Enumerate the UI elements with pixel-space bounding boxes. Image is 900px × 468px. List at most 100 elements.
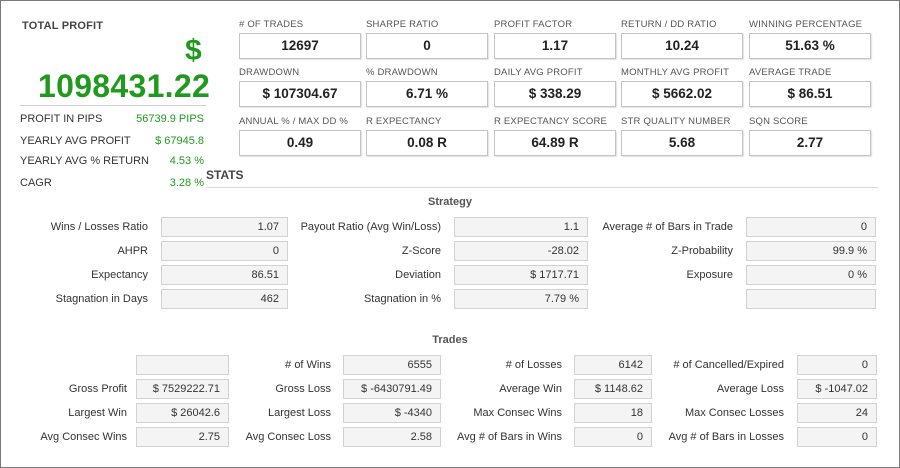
field-value: 0 <box>161 241 288 261</box>
metric-label: SQN SCORE <box>749 116 808 127</box>
metric-label: PROFIT FACTOR <box>494 19 573 30</box>
metric-value: $ 107304.67 <box>239 81 361 107</box>
field-label: Gross Loss <box>275 383 331 395</box>
metric-value: $ 338.29 <box>494 81 616 107</box>
yearly-avg-return-value: 4.53 % <box>169 155 204 167</box>
field-value: 7.79 % <box>454 289 588 309</box>
field-value: $ 26042.6 <box>136 403 229 423</box>
metric-label: STR QUALITY NUMBER <box>621 116 731 127</box>
field-label: Avg Consec Loss <box>245 431 331 443</box>
field-value: 86.51 <box>161 265 288 285</box>
field-label: Deviation <box>395 269 441 281</box>
field-label: Payout Ratio (Avg Win/Loss) <box>300 221 441 233</box>
metric-card: WINNING PERCENTAGE 51.63 % <box>749 19 871 59</box>
yearly-avg-profit-value: $ 67945.8 <box>155 135 204 147</box>
field-value: -28.02 <box>454 241 588 261</box>
field-label: Average Win <box>499 383 562 395</box>
cagr-row: CAGR 3.28 % <box>20 177 206 193</box>
metric-value: 6.71 % <box>366 81 488 107</box>
field-label: Largest Win <box>68 407 127 419</box>
metric-label: MONTHLY AVG PROFIT <box>621 67 730 78</box>
metric-value: 2.77 <box>749 130 871 156</box>
metric-card: RETURN / DD RATIO 10.24 <box>621 19 743 59</box>
field-value: 1.07 <box>161 217 288 237</box>
metric-label: % DRAWDOWN <box>366 67 438 78</box>
metric-value: 0.49 <box>239 130 361 156</box>
field-label: AHPR <box>117 245 148 257</box>
metric-card: # OF TRADES 12697 <box>239 19 361 59</box>
metric-card: SQN SCORE 2.77 <box>749 116 871 156</box>
field-value: 1.1 <box>454 217 588 237</box>
metric-label: AVERAGE TRADE <box>749 67 832 78</box>
metric-label: # OF TRADES <box>239 19 304 30</box>
metric-value: 5.68 <box>621 130 743 156</box>
field-value: 0 <box>746 217 876 237</box>
metric-card: PROFIT FACTOR 1.17 <box>494 19 616 59</box>
field-value: $ 1717.71 <box>454 265 588 285</box>
field-value <box>136 355 229 375</box>
cagr-value: 3.28 % <box>169 177 204 189</box>
field-value: 99.9 % <box>746 241 876 261</box>
metric-value: 0 <box>366 33 488 59</box>
field-value: $ -1047.02 <box>797 379 877 399</box>
field-value: 0 <box>797 427 877 447</box>
yearly-avg-profit-row: YEARLY AVG PROFIT $ 67945.8 <box>20 135 206 151</box>
field-value: 0 <box>574 427 652 447</box>
metric-card: AVERAGE TRADE $ 86.51 <box>749 67 871 107</box>
strategy-section-title: Strategy <box>427 196 473 208</box>
stats-divider <box>206 187 878 188</box>
field-label: Stagnation in Days <box>55 293 148 305</box>
metric-value: 0.08 R <box>366 130 488 156</box>
field-label: # of Wins <box>285 359 331 371</box>
yearly-avg-return-label: YEARLY AVG % RETURN <box>20 155 149 167</box>
field-value: 2.75 <box>136 427 229 447</box>
field-value: 2.58 <box>343 427 441 447</box>
field-value: 24 <box>797 403 877 423</box>
metric-label: ANNUAL % / MAX DD % <box>239 116 349 127</box>
field-label: Avg # of Bars in Wins <box>457 431 562 443</box>
profit-in-pips-label: PROFIT IN PIPS <box>20 113 103 125</box>
profit-divider <box>20 105 206 106</box>
metric-value: $ 5662.02 <box>621 81 743 107</box>
field-value: 462 <box>161 289 288 309</box>
metric-card: ANNUAL % / MAX DD % 0.49 <box>239 116 361 156</box>
field-value: $ 7529222.71 <box>136 379 229 399</box>
field-value: $ -6430791.49 <box>343 379 441 399</box>
field-label: Exposure <box>686 269 733 281</box>
metric-value: 51.63 % <box>749 33 871 59</box>
field-label: Avg # of Bars in Losses <box>668 431 784 443</box>
field-label: Z-Probability <box>671 245 733 257</box>
field-label: Expectancy <box>91 269 148 281</box>
field-value: $ 1148.62 <box>574 379 652 399</box>
total-profit-value: 1098431.22 <box>38 68 211 104</box>
metric-card: MONTHLY AVG PROFIT $ 5662.02 <box>621 67 743 107</box>
metric-value: 12697 <box>239 33 361 59</box>
field-value <box>746 289 876 309</box>
metric-value: 64.89 R <box>494 130 616 156</box>
currency-symbol: $ <box>185 34 202 67</box>
metric-label: DRAWDOWN <box>239 67 300 78</box>
yearly-avg-profit-label: YEARLY AVG PROFIT <box>20 135 131 147</box>
yearly-avg-return-row: YEARLY AVG % RETURN 4.53 % <box>20 155 206 171</box>
field-value: 6142 <box>574 355 652 375</box>
field-label: Average Loss <box>716 383 784 395</box>
field-value: 18 <box>574 403 652 423</box>
field-label: Max Consec Wins <box>473 407 562 419</box>
field-value: 0 % <box>746 265 876 285</box>
metric-card: R EXPECTANCY 0.08 R <box>366 116 488 156</box>
field-value: 6555 <box>343 355 441 375</box>
total-profit-title: TOTAL PROFIT <box>22 20 104 32</box>
metric-card: SHARPE RATIO 0 <box>366 19 488 59</box>
metric-label: SHARPE RATIO <box>366 19 439 30</box>
cagr-label: CAGR <box>20 177 52 189</box>
field-label: Stagnation in % <box>363 293 441 305</box>
metric-value: $ 86.51 <box>749 81 871 107</box>
trades-section-title: Trades <box>432 334 468 346</box>
metric-label: DAILY AVG PROFIT <box>494 67 583 78</box>
field-label: Z-Score <box>401 245 441 257</box>
metric-card: STR QUALITY NUMBER 5.68 <box>621 116 743 156</box>
field-label: Wins / Losses Ratio <box>50 221 148 233</box>
metric-label: RETURN / DD RATIO <box>621 19 717 30</box>
field-value: $ -4340 <box>343 403 441 423</box>
metric-label: WINNING PERCENTAGE <box>749 19 863 30</box>
